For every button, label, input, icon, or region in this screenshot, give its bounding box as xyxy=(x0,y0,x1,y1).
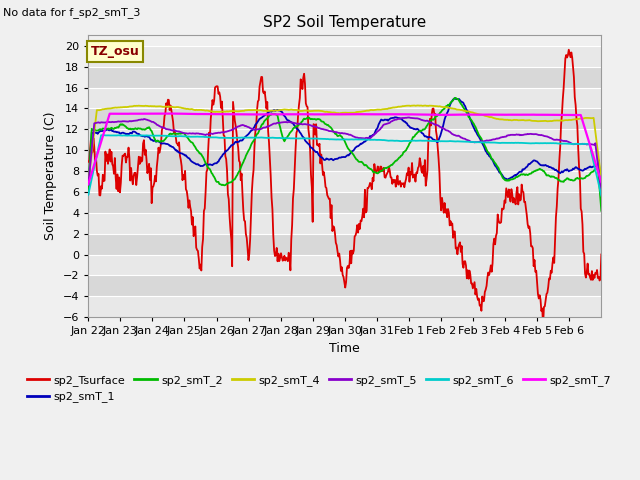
Line: sp2_Tsurface: sp2_Tsurface xyxy=(88,50,602,326)
Bar xyxy=(88,276,602,296)
sp2_smT_7 xyxy=(428,112,436,118)
sp2_smT_2 xyxy=(452,95,460,101)
sp2_smT_6 xyxy=(176,133,184,139)
Line: sp2_smT_1: sp2_smT_1 xyxy=(88,98,602,194)
sp2_smT_6 xyxy=(217,135,225,141)
sp2_Tsurface xyxy=(470,279,478,285)
sp2_Tsurface xyxy=(598,252,605,257)
sp2_smT_6 xyxy=(317,136,325,142)
sp2_smT_2 xyxy=(175,131,183,136)
sp2_smT_7 xyxy=(217,111,225,117)
sp2_smT_7 xyxy=(157,111,165,117)
Bar xyxy=(88,150,602,171)
Bar xyxy=(88,67,602,87)
Line: sp2_smT_5: sp2_smT_5 xyxy=(88,118,602,194)
sp2_smT_2 xyxy=(216,181,224,187)
sp2_smT_6 xyxy=(428,138,436,144)
sp2_smT_4 xyxy=(387,105,394,111)
Title: SP2 Soil Temperature: SP2 Soil Temperature xyxy=(263,15,426,30)
Text: TZ_osu: TZ_osu xyxy=(91,45,140,58)
sp2_Tsurface xyxy=(317,161,324,167)
sp2_smT_4 xyxy=(317,108,324,114)
sp2_smT_5 xyxy=(84,182,92,188)
sp2_smT_1 xyxy=(84,191,92,197)
sp2_smT_2 xyxy=(427,118,435,123)
sp2_smT_7 xyxy=(598,179,605,185)
sp2_smT_5 xyxy=(404,115,412,120)
Line: sp2_smT_2: sp2_smT_2 xyxy=(88,98,602,211)
sp2_smT_7 xyxy=(388,111,396,117)
sp2_smT_1 xyxy=(175,150,183,156)
sp2_smT_1 xyxy=(472,128,479,134)
sp2_Tsurface xyxy=(565,47,573,53)
Bar xyxy=(88,108,602,129)
Bar xyxy=(88,213,602,234)
sp2_Tsurface xyxy=(540,323,547,329)
sp2_smT_4 xyxy=(216,109,224,115)
sp2_smT_2 xyxy=(84,189,92,194)
Line: sp2_smT_6: sp2_smT_6 xyxy=(88,135,602,196)
sp2_smT_4 xyxy=(84,180,92,186)
sp2_smT_1 xyxy=(427,134,435,140)
sp2_smT_4 xyxy=(413,103,421,108)
Bar xyxy=(88,192,602,213)
Bar xyxy=(88,129,602,150)
sp2_smT_1 xyxy=(598,191,605,196)
sp2_smT_4 xyxy=(428,103,436,108)
sp2_smT_4 xyxy=(598,176,605,182)
X-axis label: Time: Time xyxy=(330,342,360,355)
Bar xyxy=(88,46,602,67)
sp2_smT_6 xyxy=(472,139,479,145)
sp2_smT_1 xyxy=(451,95,459,101)
Bar xyxy=(88,171,602,192)
sp2_smT_2 xyxy=(472,124,479,130)
sp2_smT_6 xyxy=(598,193,605,199)
sp2_smT_1 xyxy=(387,115,394,121)
sp2_smT_1 xyxy=(216,156,224,161)
Text: No data for f_sp2_smT_3: No data for f_sp2_smT_3 xyxy=(3,7,141,18)
sp2_smT_2 xyxy=(317,117,324,123)
sp2_smT_6 xyxy=(84,192,92,198)
Bar xyxy=(88,254,602,276)
sp2_smT_5 xyxy=(175,129,183,134)
Bar xyxy=(88,87,602,108)
sp2_Tsurface xyxy=(84,159,92,165)
sp2_smT_7 xyxy=(176,111,184,117)
sp2_smT_6 xyxy=(388,138,396,144)
sp2_Tsurface xyxy=(387,174,394,180)
sp2_smT_7 xyxy=(84,181,92,187)
sp2_Tsurface xyxy=(216,94,224,99)
Legend: sp2_Tsurface, sp2_smT_1, sp2_smT_2, sp2_smT_4, sp2_smT_5, sp2_smT_6, sp2_smT_7: sp2_Tsurface, sp2_smT_1, sp2_smT_2, sp2_… xyxy=(22,371,616,407)
Line: sp2_smT_7: sp2_smT_7 xyxy=(88,114,602,184)
Bar xyxy=(88,296,602,317)
sp2_smT_2 xyxy=(387,163,394,168)
sp2_smT_4 xyxy=(472,110,479,116)
sp2_smT_2 xyxy=(598,208,605,214)
sp2_smT_5 xyxy=(598,192,605,197)
sp2_smT_5 xyxy=(317,126,324,132)
sp2_smT_1 xyxy=(317,154,324,159)
sp2_smT_5 xyxy=(472,139,479,145)
sp2_smT_6 xyxy=(97,132,105,138)
sp2_smT_5 xyxy=(216,130,224,136)
sp2_smT_7 xyxy=(472,112,479,118)
sp2_Tsurface xyxy=(427,122,435,128)
sp2_smT_5 xyxy=(387,119,394,125)
Y-axis label: Soil Temperature (C): Soil Temperature (C) xyxy=(44,112,57,240)
sp2_Tsurface xyxy=(175,139,183,145)
Bar xyxy=(88,234,602,254)
sp2_smT_4 xyxy=(175,105,183,110)
sp2_smT_7 xyxy=(317,111,325,117)
Line: sp2_smT_4: sp2_smT_4 xyxy=(88,106,602,183)
sp2_smT_5 xyxy=(428,120,436,126)
